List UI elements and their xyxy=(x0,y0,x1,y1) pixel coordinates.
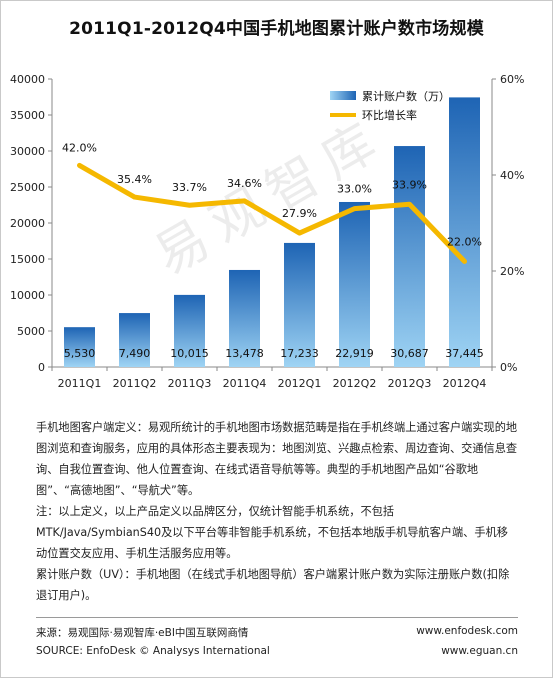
growth-point xyxy=(189,204,190,206)
growth-value-label: 33.9% xyxy=(392,178,427,191)
growth-value-label: 33.7% xyxy=(172,181,207,194)
chart-area: 0 5000 10000 15000 20000 25000 30000 35000 40000… xyxy=(10,73,524,390)
x-tick-label: 2012Q3 xyxy=(388,377,432,390)
note-remark: 注：以上定义，以上产品定义以品牌区分，仅统计智能手机系统，不包括MTK/Java… xyxy=(36,505,508,560)
x-tick-label: 2011Q4 xyxy=(223,377,267,390)
growth-line xyxy=(77,162,467,264)
bar-value-label: 22,919 xyxy=(335,347,374,360)
x-tick-label: 2012Q2 xyxy=(333,377,377,390)
legend-bar-swatch xyxy=(330,91,356,100)
note-definition: 手机地图客户端定义：易观所统计的手机地图市场数据范畴是指在手机终端上通过客户端实… xyxy=(36,421,518,497)
footer-row-1: 来源：易观国际·易观智库·eBI中国互联网商情 www.enfodesk.com xyxy=(36,625,518,640)
y-left-tick-label: 40000 xyxy=(10,73,45,86)
y-right-tick-label: 20% xyxy=(500,265,524,278)
bar-value-label: 30,687 xyxy=(390,347,429,360)
growth-point xyxy=(464,260,465,262)
y-left-tick-label: 30000 xyxy=(10,145,45,158)
chart-title: 2011Q1-2012Q4中国手机地图累计账户数市场规模 xyxy=(69,19,484,39)
bar xyxy=(119,313,150,367)
growth-value-label: 42.0% xyxy=(62,141,97,154)
bar-value-label: 5,530 xyxy=(64,347,96,360)
site-enfodesk[interactable]: www.enfodesk.com xyxy=(416,625,518,637)
footer-divider xyxy=(36,617,518,618)
growth-point xyxy=(299,232,300,234)
growth-point xyxy=(409,203,410,205)
bar-value-label: 37,445 xyxy=(445,347,484,360)
x-tick-label: 2011Q1 xyxy=(58,377,102,390)
source-en: SOURCE: EnfoDesk © Analysys Internationa… xyxy=(36,645,270,657)
y-left-tick-label: 35000 xyxy=(10,109,45,122)
footer-row-2: SOURCE: EnfoDesk © Analysys Internationa… xyxy=(36,645,518,657)
bar-value-label: 17,233 xyxy=(280,347,319,360)
x-tick-label: 2011Q3 xyxy=(168,377,212,390)
bar-value-label: 7,490 xyxy=(119,347,151,360)
y-left-tick-label: 25000 xyxy=(10,181,45,194)
y-right-tick-label: 0% xyxy=(500,361,517,374)
bar xyxy=(174,294,205,367)
y-left-tick-label: 10000 xyxy=(10,289,45,302)
y-right-tick-label: 40% xyxy=(500,169,524,182)
growth-point xyxy=(79,164,80,166)
legend-line-label: 环比增长率 xyxy=(362,108,417,122)
bar-value-label: 10,015 xyxy=(170,347,209,360)
growth-value-label: 35.4% xyxy=(117,173,152,186)
x-tick-label: 2011Q2 xyxy=(113,377,157,390)
growth-value-label: 27.9% xyxy=(282,207,317,220)
y-right-tick-label: 60% xyxy=(500,73,524,86)
y-left-tick-label: 15000 xyxy=(10,253,45,266)
y-left-tick-label: 5000 xyxy=(17,325,45,338)
source-cn: 来源：易观国际·易观智库·eBI中国互联网商情 xyxy=(36,627,249,639)
y-left-tick-label: 20000 xyxy=(10,217,45,230)
legend-bar-label: 累计账户数（万） xyxy=(362,89,450,103)
growth-point xyxy=(244,200,245,202)
bar-value-label: 13,478 xyxy=(225,347,264,360)
bar xyxy=(284,242,315,367)
y-left-tick-label: 0 xyxy=(38,361,45,374)
x-tick-label: 2012Q1 xyxy=(278,377,322,390)
bar xyxy=(229,269,260,367)
site-eguan[interactable]: www.eguan.cn xyxy=(441,645,518,657)
x-tick-label: 2012Q4 xyxy=(443,377,487,390)
growth-point xyxy=(354,208,355,210)
note-uv: 累计账户数（UV）：手机地图（在线式手机地图导航）客户端累计账户数为实际注册账户… xyxy=(36,568,510,602)
bar xyxy=(449,97,480,367)
growth-value-label: 22.0% xyxy=(447,235,482,248)
growth-point xyxy=(134,196,135,198)
bar xyxy=(339,201,370,367)
bar xyxy=(64,327,95,367)
growth-value-label: 33.0% xyxy=(337,183,372,196)
bar xyxy=(394,146,425,367)
notes: 手机地图客户端定义：易观所统计的手机地图市场数据范畴是指在手机终端上通过客户端实… xyxy=(36,417,518,606)
growth-value-label: 34.6% xyxy=(227,177,262,190)
